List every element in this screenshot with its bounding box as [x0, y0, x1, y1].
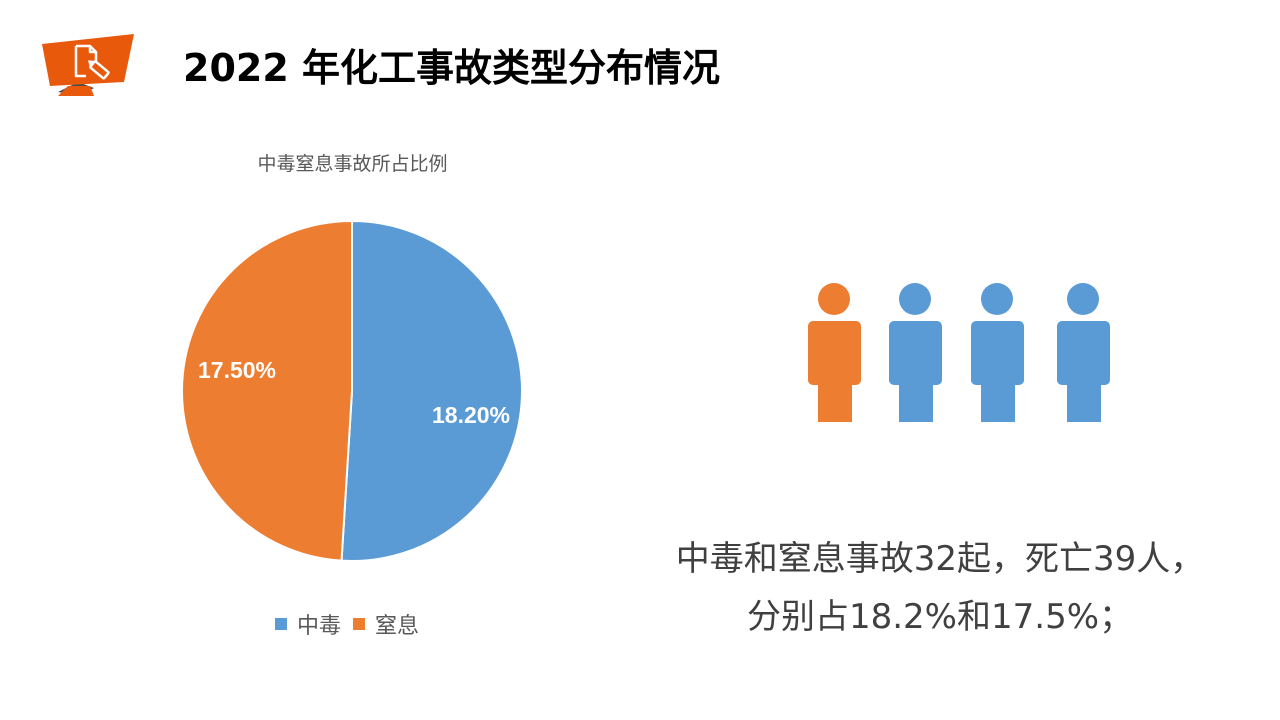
legend-item-poisoning: 中毒	[275, 608, 341, 640]
chart-title: 中毒窒息事故所占比例	[257, 153, 448, 175]
person-icon	[1057, 283, 1110, 422]
page-title: 2022 年化工事故类型分布情况	[183, 46, 720, 90]
pie-slice-suffocation	[180, 219, 353, 562]
pie-chart: 18.20% 17.50%	[180, 219, 523, 562]
legend-swatch-poisoning	[275, 618, 287, 630]
pie-data-label: 17.50%	[198, 357, 276, 383]
person-icon	[808, 283, 861, 422]
legend-swatch-suffocation	[353, 618, 366, 630]
pie-slice-poisoning	[340, 219, 523, 562]
legend-label-suffocation: 窒息	[375, 614, 420, 639]
chart-legend: 中毒 窒息	[275, 608, 431, 640]
person-icon	[971, 283, 1024, 422]
person-icon	[889, 283, 942, 422]
legend-item-suffocation: 窒息	[353, 608, 419, 640]
summary-line-2: 分别占18.2%和17.5%；	[746, 597, 1134, 637]
people-figures	[808, 283, 1110, 422]
pie-data-label: 18.20%	[432, 402, 510, 428]
summary-text: 中毒和窒息事故32起，死亡39人， 分别占18.2%和17.5%；	[640, 530, 1240, 646]
document-pen-icon	[42, 34, 134, 96]
summary-line-1: 中毒和窒息事故32起，死亡39人，	[675, 539, 1205, 579]
legend-label-poisoning: 中毒	[297, 614, 342, 639]
